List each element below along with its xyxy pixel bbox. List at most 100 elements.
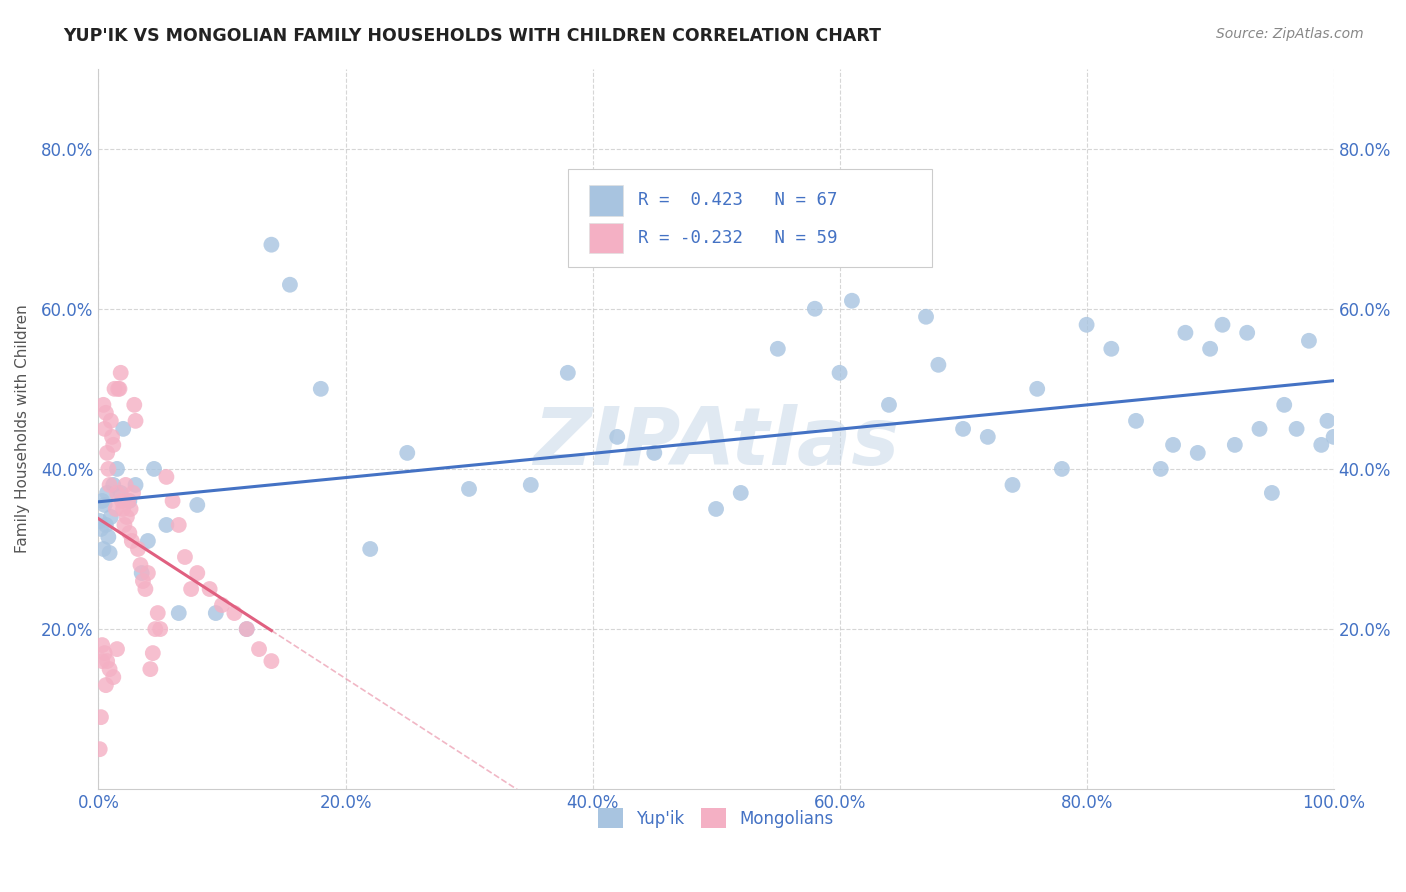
Point — [118, 526, 141, 541]
Point — [107, 382, 129, 396]
Point — [1174, 326, 1197, 340]
Point — [1323, 430, 1346, 444]
Point — [94, 678, 117, 692]
Point — [112, 502, 135, 516]
Point — [149, 622, 172, 636]
Point — [146, 606, 169, 620]
Point — [121, 533, 143, 548]
Point — [120, 502, 142, 516]
Point — [108, 382, 131, 396]
Point — [104, 502, 127, 516]
Point — [952, 422, 974, 436]
Point — [204, 606, 226, 620]
Point — [1249, 422, 1271, 436]
Point — [117, 494, 139, 508]
Text: Source: ZipAtlas.com: Source: ZipAtlas.com — [1216, 27, 1364, 41]
Point — [186, 498, 208, 512]
Point — [110, 486, 132, 500]
Point — [1316, 414, 1339, 428]
Point — [96, 486, 118, 500]
Point — [103, 478, 125, 492]
Point — [309, 382, 332, 396]
Point — [730, 486, 752, 500]
Point — [100, 510, 122, 524]
Point — [112, 422, 135, 436]
Point — [96, 446, 118, 460]
Point — [90, 710, 112, 724]
Legend: Yup'ik, Mongolians: Yup'ik, Mongolians — [592, 801, 841, 835]
Point — [93, 541, 115, 556]
FancyBboxPatch shape — [568, 169, 932, 267]
Point — [94, 406, 117, 420]
Point — [1099, 342, 1122, 356]
Point — [131, 566, 153, 580]
Point — [235, 622, 257, 636]
Point — [136, 566, 159, 580]
Point — [396, 446, 419, 460]
Point — [841, 293, 863, 308]
Point — [98, 546, 121, 560]
Point — [977, 430, 1000, 444]
Point — [143, 622, 166, 636]
Point — [98, 662, 121, 676]
Point — [94, 518, 117, 533]
Point — [93, 422, 115, 436]
Point — [1026, 382, 1049, 396]
Point — [136, 533, 159, 548]
Point — [93, 498, 115, 512]
Point — [1150, 462, 1173, 476]
Point — [1285, 422, 1308, 436]
Point — [93, 646, 115, 660]
Point — [127, 541, 149, 556]
Point — [1199, 342, 1222, 356]
Point — [100, 414, 122, 428]
Point — [105, 462, 128, 476]
Point — [97, 530, 120, 544]
Point — [114, 478, 136, 492]
Point — [1161, 438, 1184, 452]
Point — [110, 366, 132, 380]
Text: ZIPAtlas: ZIPAtlas — [533, 404, 900, 483]
Point — [174, 549, 197, 564]
Point — [167, 606, 190, 620]
Point — [520, 478, 543, 492]
Point — [115, 510, 138, 524]
Point — [105, 486, 128, 500]
Point — [1050, 462, 1073, 476]
Text: YUP'IK VS MONGOLIAN FAMILY HOUSEHOLDS WITH CHILDREN CORRELATION CHART: YUP'IK VS MONGOLIAN FAMILY HOUSEHOLDS WI… — [63, 27, 882, 45]
Point — [155, 518, 177, 533]
Point — [915, 310, 938, 324]
Point — [124, 478, 146, 492]
Point — [704, 502, 727, 516]
Point — [235, 622, 257, 636]
Point — [606, 430, 628, 444]
Point — [1310, 438, 1333, 452]
Point — [278, 277, 301, 292]
Point — [129, 558, 152, 572]
Point — [557, 366, 579, 380]
Point — [458, 482, 481, 496]
Point — [98, 478, 121, 492]
Point — [91, 494, 114, 508]
Point — [766, 342, 789, 356]
Point — [211, 598, 233, 612]
Point — [155, 470, 177, 484]
Point — [1236, 326, 1258, 340]
Point — [103, 670, 125, 684]
Point — [111, 494, 134, 508]
Y-axis label: Family Households with Children: Family Households with Children — [15, 304, 30, 553]
Point — [105, 642, 128, 657]
Point — [89, 514, 111, 528]
Text: R = -0.232   N = 59: R = -0.232 N = 59 — [638, 229, 838, 247]
Point — [877, 398, 900, 412]
Point — [1187, 446, 1209, 460]
Point — [89, 742, 111, 756]
Point — [927, 358, 949, 372]
Point — [1272, 398, 1295, 412]
Point — [1298, 334, 1320, 348]
Point — [260, 237, 283, 252]
Point — [804, 301, 827, 316]
Point — [198, 582, 221, 596]
Point — [643, 446, 665, 460]
Point — [186, 566, 208, 580]
